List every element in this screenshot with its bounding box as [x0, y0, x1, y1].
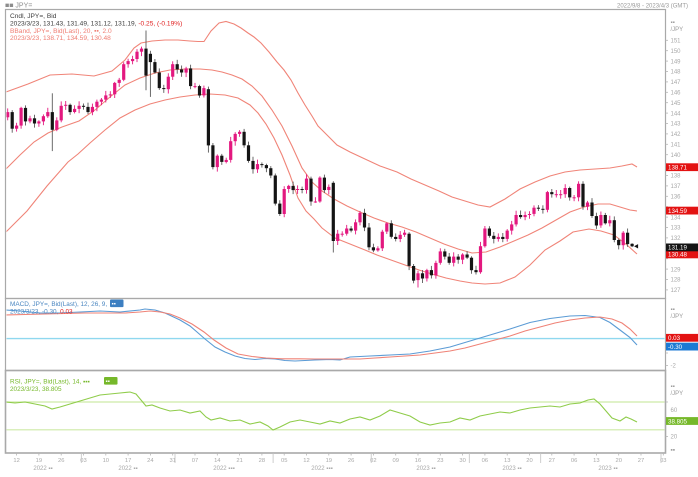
svg-text:38.805: 38.805 — [668, 418, 687, 425]
svg-text:151: 151 — [671, 39, 682, 45]
svg-text:134.59: 134.59 — [668, 208, 687, 215]
svg-text:24: 24 — [147, 458, 154, 464]
svg-text:▪▪: ▪▪ — [671, 20, 675, 26]
svg-text:136: 136 — [671, 195, 682, 201]
svg-text:03: 03 — [660, 458, 666, 464]
svg-text:20: 20 — [526, 458, 532, 464]
svg-text:143: 143 — [671, 122, 682, 128]
svg-text:31: 31 — [169, 458, 175, 464]
svg-text:▪▪: ▪▪ — [106, 379, 110, 385]
svg-text:26: 26 — [348, 458, 354, 464]
svg-text:146: 146 — [671, 91, 682, 97]
svg-text:2023/3/23, 138.71, 134.59, 130: 2023/3/23, 138.71, 134.59, 130.48 — [10, 35, 111, 42]
svg-text:2023 ▪▪: 2023 ▪▪ — [598, 466, 617, 472]
svg-text:/JPY: /JPY — [671, 27, 684, 33]
svg-text:03: 03 — [80, 458, 86, 464]
svg-text:142: 142 — [671, 132, 682, 138]
svg-text:13: 13 — [593, 458, 599, 464]
svg-text:BBand, JPY=, Bid(Last), 20, ▪▪: BBand, JPY=, Bid(Last), 20, ▪▪, 2.0 — [10, 28, 112, 35]
svg-text:/JPY: /JPY — [671, 314, 684, 320]
svg-text:2022 ▪▪: 2022 ▪▪ — [33, 466, 52, 472]
svg-text:148: 148 — [671, 70, 682, 76]
svg-text:12: 12 — [13, 458, 19, 464]
svg-text:133: 133 — [671, 226, 682, 232]
svg-text:2022 ▪▪: 2022 ▪▪ — [118, 466, 137, 472]
svg-text:06: 06 — [571, 458, 577, 464]
svg-text:27: 27 — [549, 458, 555, 464]
svg-text:09: 09 — [392, 458, 398, 464]
svg-text:149: 149 — [671, 59, 682, 65]
svg-text:/JPY: /JPY — [671, 391, 684, 397]
svg-text:0.03: 0.03 — [668, 335, 681, 342]
svg-text:2022/9/8 - 2023/4/3 (GMT): 2022/9/8 - 2023/4/3 (GMT) — [617, 4, 688, 10]
svg-text:12: 12 — [303, 458, 309, 464]
svg-text:02: 02 — [370, 458, 376, 464]
svg-text:19: 19 — [326, 458, 332, 464]
svg-text:21: 21 — [236, 458, 242, 464]
svg-text:Cndl, JPY=, Bid: Cndl, JPY=, Bid — [10, 13, 57, 20]
svg-text:2023/3/23, 38.805: 2023/3/23, 38.805 — [10, 386, 62, 393]
svg-text:▪▪: ▪▪ — [671, 307, 675, 313]
svg-text:27: 27 — [638, 458, 644, 464]
svg-text:129: 129 — [671, 267, 682, 273]
svg-text:138.71: 138.71 — [668, 165, 687, 172]
svg-text:134: 134 — [671, 215, 682, 221]
svg-text:2023/3/23, 131.43, 131.49, 131: 2023/3/23, 131.43, 131.49, 131.12, 131.1… — [10, 20, 182, 27]
svg-text:MACD, JPY=, Bid(Last), 12, 26,: MACD, JPY=, Bid(Last), 12, 26, 9, — [10, 301, 107, 308]
svg-text:14: 14 — [214, 458, 221, 464]
svg-text:141: 141 — [671, 143, 682, 149]
svg-text:10: 10 — [103, 458, 109, 464]
svg-text:26: 26 — [58, 458, 64, 464]
svg-text:19: 19 — [36, 458, 42, 464]
svg-text:13: 13 — [504, 458, 510, 464]
svg-text:RSI, JPY=, Bid(Last), 14, ▪▪▪: RSI, JPY=, Bid(Last), 14, ▪▪▪ — [10, 379, 90, 386]
svg-text:128: 128 — [671, 278, 682, 284]
svg-text:28: 28 — [259, 458, 265, 464]
svg-text:■■ JPY=: ■■ JPY= — [5, 3, 32, 10]
svg-text:-2: -2 — [671, 364, 677, 370]
svg-text:2022 ▪▪▪: 2022 ▪▪▪ — [213, 466, 234, 472]
svg-text:132: 132 — [671, 236, 682, 242]
svg-text:137: 137 — [671, 184, 682, 190]
svg-text:150: 150 — [671, 49, 682, 55]
svg-text:138: 138 — [671, 174, 682, 180]
svg-text:06: 06 — [482, 458, 488, 464]
svg-text:17: 17 — [125, 458, 131, 464]
svg-text:130.48: 130.48 — [668, 252, 687, 259]
svg-text:147: 147 — [671, 80, 682, 86]
svg-text:05: 05 — [281, 458, 287, 464]
svg-text:145: 145 — [671, 101, 682, 107]
svg-text:131.19: 131.19 — [668, 245, 687, 252]
svg-text:30: 30 — [459, 458, 465, 464]
svg-text:▪▪: ▪▪ — [112, 302, 116, 308]
svg-text:16: 16 — [415, 458, 421, 464]
svg-text:20: 20 — [615, 458, 621, 464]
svg-text:127: 127 — [671, 288, 682, 294]
svg-text:▪▪: ▪▪ — [671, 447, 676, 454]
svg-text:2023 ▪▪: 2023 ▪▪ — [502, 466, 521, 472]
svg-text:60: 60 — [671, 408, 678, 414]
svg-text:2023/3/23, -0.30, 0.03: 2023/3/23, -0.30, 0.03 — [10, 308, 73, 315]
svg-text:140: 140 — [671, 153, 682, 159]
svg-text:▪▪: ▪▪ — [671, 384, 675, 390]
svg-text:23: 23 — [437, 458, 443, 464]
svg-text:2022 ▪▪▪: 2022 ▪▪▪ — [311, 466, 332, 472]
svg-text:20: 20 — [671, 435, 678, 441]
svg-text:144: 144 — [671, 111, 682, 117]
svg-text:-0.30: -0.30 — [668, 344, 683, 351]
svg-text:2023 ▪▪: 2023 ▪▪ — [416, 466, 435, 472]
svg-text:07: 07 — [192, 458, 198, 464]
